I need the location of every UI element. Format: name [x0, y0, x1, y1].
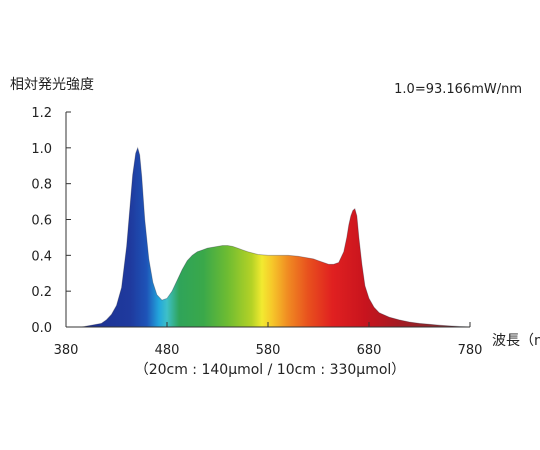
spectrum-outline — [66, 146, 471, 328]
y-tick-label: 1.2 — [31, 106, 52, 121]
y-ticks: 0.0 0.2 0.4 0.6 0.8 1.0 1.2 — [31, 106, 71, 336]
y-tick-label: 0.2 — [31, 285, 52, 300]
y-tick-label: 1.0 — [31, 142, 52, 157]
x-axis-label: 波長（nm） — [492, 333, 540, 349]
x-tick-label: 580 — [256, 343, 281, 358]
y-tick-label: 0.0 — [31, 321, 52, 336]
y-tick-label: 0.8 — [31, 178, 52, 193]
plot-area — [66, 146, 471, 328]
y-tick-label: 0.6 — [31, 214, 52, 229]
x-tick-label: 780 — [458, 343, 483, 358]
y-tick-label: 0.4 — [31, 249, 52, 264]
x-tick-label: 480 — [155, 343, 180, 358]
y-axis-label: 相対発光強度 — [10, 77, 94, 93]
x-tick-label: 680 — [357, 343, 382, 358]
axes: 0.0 0.2 0.4 0.6 0.8 1.0 1.2 380 480 580 680 780 — [31, 106, 482, 358]
footnote: （20cm : 140μmol / 10cm : 330μmol） — [135, 362, 406, 378]
reference-note: 1.0=93.166mW/nm — [394, 82, 522, 97]
x-tick-label: 380 — [54, 343, 79, 358]
x-ticks: 380 480 580 680 780 — [54, 322, 483, 358]
spectrum-area — [66, 147, 470, 327]
